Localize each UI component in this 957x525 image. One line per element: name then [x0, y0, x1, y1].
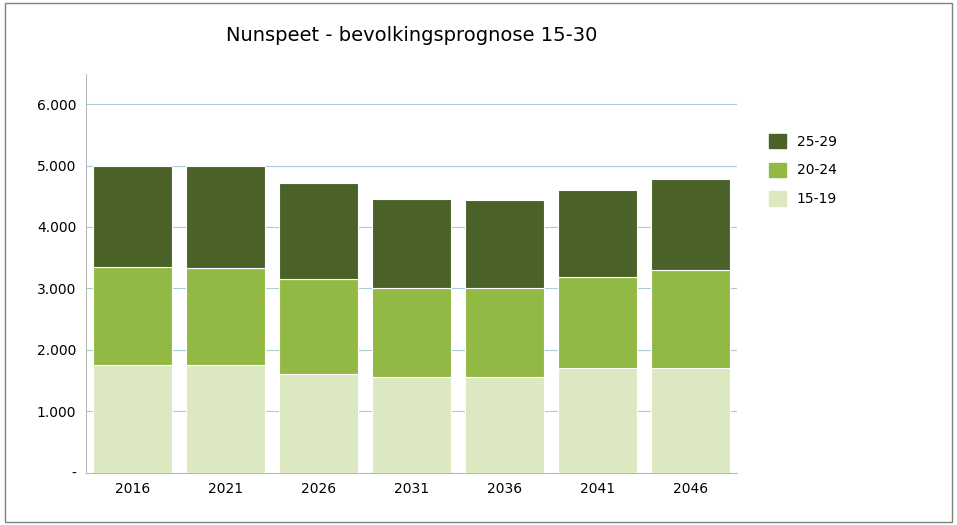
- Bar: [558, 190, 637, 277]
- Bar: [465, 288, 544, 377]
- Bar: [372, 200, 451, 288]
- Bar: [279, 374, 358, 472]
- Bar: [465, 200, 544, 288]
- Bar: [186, 365, 265, 473]
- Bar: [651, 180, 730, 270]
- Bar: [93, 267, 172, 365]
- Bar: [558, 277, 637, 368]
- Bar: [558, 368, 637, 472]
- Bar: [372, 288, 451, 377]
- Bar: [372, 377, 451, 472]
- Bar: [651, 368, 730, 472]
- Bar: [279, 279, 358, 374]
- Bar: [186, 268, 265, 365]
- Bar: [651, 270, 730, 368]
- Bar: [93, 365, 172, 473]
- Text: Nunspeet - bevolkingsprognose 15-30: Nunspeet - bevolkingsprognose 15-30: [226, 26, 597, 45]
- Bar: [93, 165, 172, 267]
- Bar: [279, 183, 358, 279]
- Bar: [465, 377, 544, 472]
- Legend: 25-29, 20-24, 15-19: 25-29, 20-24, 15-19: [764, 128, 842, 212]
- Bar: [186, 166, 265, 268]
